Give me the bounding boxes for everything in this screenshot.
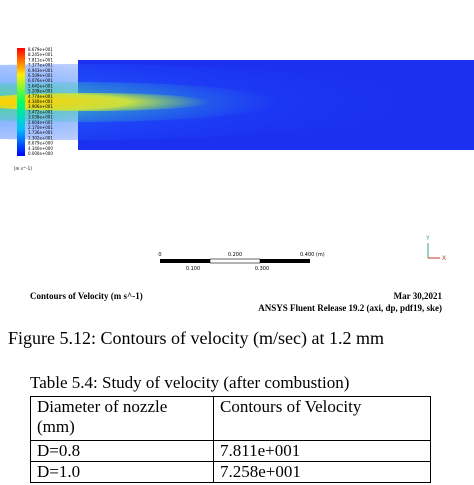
legend-label: 4.774e+001 [28,94,53,99]
legend-unit: [m s^-1] [14,166,32,171]
table-row: D=0.8 7.811e+001 [30,440,431,462]
header-cell: Diameter of nozzle (mm) [30,396,214,441]
scale-label: 0 [158,252,161,258]
footer-date: Mar 30,2021 [393,291,442,301]
cell: 7.811e+001 [213,440,431,462]
legend-label: 6.076e+001 [28,78,53,83]
scale-bar [160,258,310,264]
scale-label: 0.200 [228,252,242,258]
legend-label: 7.811e+001 [28,57,53,62]
table-header: Diameter of nozzle (mm) Contours of Velo… [30,396,431,441]
scale-label: 0.300 [255,266,269,272]
table: Diameter of nozzle (mm) Contours of Velo… [30,396,431,483]
axis-y-label: Y [425,235,430,242]
legend-label: 7.377e+001 [28,63,53,68]
cell: D=1.0 [30,461,214,483]
legend-label: 1.736e+001 [28,130,53,135]
table-row: D=1.0 7.258e+001 [30,461,431,483]
plume-core [0,93,210,111]
legend-label: 6.943e+001 [28,68,53,73]
legend-label: 8.679e+001 [28,47,53,52]
legend-label: 2.604e+001 [28,120,53,125]
legend-label: 5.208e+001 [28,89,53,94]
axis-x-label: X [442,255,446,262]
cell: D=0.8 [30,440,214,462]
legend-label: 3.472e+001 [28,109,53,114]
legend-label: 4.340e+000 [28,146,53,151]
colorbar [17,48,25,156]
legend-label: 2.170e+001 [28,125,53,130]
fluent-screenshot: [m s^-1] Y X 8.679e+0018.245e+0017.811e+… [0,47,474,272]
legend-label: 8.679e+000 [28,141,53,146]
legend-label: 3.038e+001 [28,115,53,120]
legend-label: 4.340e+001 [28,99,53,104]
legend-label: 3.906e+001 [28,104,53,109]
legend-label: 5.642e+001 [28,83,53,88]
footer-left: Contours of Velocity (m s^-1) [30,291,143,301]
footer-release: ANSYS Fluent Release 19.2 (axi, dp, pdf1… [258,303,442,313]
cell: 7.258e+001 [213,461,431,483]
legend-label: 0.000e+000 [28,151,53,156]
legend-label: 8.245e+001 [28,52,53,57]
legend-label: 6.509e+001 [28,73,53,78]
scale-label: 0.400 (m) [300,252,325,258]
figure-caption: Figure 5.12: Contours of velocity (m/sec… [8,328,384,348]
table-title: Table 5.4: Study of velocity (after comb… [30,373,350,392]
header-cell: Contours of Velocity [213,396,431,441]
scale-label: 0.100 [186,266,200,272]
legend-label: 1.302e+001 [28,135,53,140]
